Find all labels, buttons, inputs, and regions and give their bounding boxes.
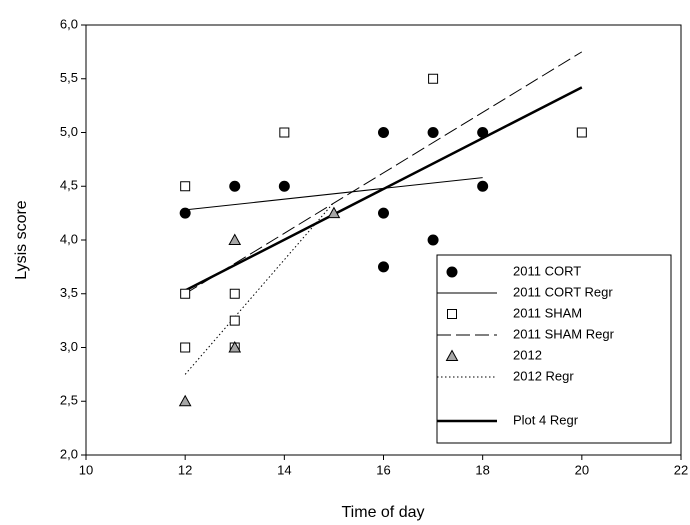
point (427, 127, 439, 138)
point (229, 288, 240, 299)
x-tick-label: 12 (178, 462, 192, 477)
y-axis-title: Lysis score (13, 200, 30, 280)
point (179, 207, 191, 219)
legend-label: 2012 Regr (513, 368, 574, 383)
y-tick-label: 6,0 (60, 16, 78, 31)
regression-line (184, 86, 583, 292)
x-tick-label: 18 (475, 462, 489, 477)
legend-label: 2011 CORT (513, 263, 581, 278)
regression-line (185, 177, 483, 211)
x-tick-label: 20 (575, 462, 589, 477)
point (180, 288, 191, 299)
y-tick-label: 4,5 (60, 178, 78, 193)
point (178, 394, 192, 407)
point (278, 180, 290, 192)
point (378, 127, 389, 138)
legend-symbol (447, 309, 457, 319)
y-tick-label: 3,5 (60, 285, 78, 300)
x-tick-label: 14 (277, 462, 291, 477)
y-tick-label: 4,0 (60, 231, 78, 246)
legend-label: Plot 4 Regr (513, 412, 579, 427)
point (180, 342, 191, 353)
x-tick-label: 16 (376, 462, 390, 477)
x-tick-label: 22 (674, 462, 688, 477)
point (378, 207, 389, 219)
y-tick-label: 5,5 (60, 70, 78, 85)
point (228, 233, 242, 245)
y-tick-label: 5,0 (60, 124, 78, 139)
point (428, 73, 439, 84)
point (378, 261, 389, 273)
legend-symbol (446, 266, 458, 278)
point (327, 206, 341, 219)
legend-symbol (445, 349, 459, 361)
x-tick-label: 10 (79, 462, 93, 477)
y-tick-label: 2,5 (60, 393, 78, 408)
point (576, 127, 587, 138)
legend-label: 2011 SHAM (513, 305, 582, 320)
regression-line (184, 51, 583, 295)
point (477, 180, 489, 192)
legend-label: 2011 SHAM Regr (513, 326, 615, 341)
point (229, 180, 241, 192)
point (427, 234, 439, 246)
legend-label: 2011 CORT Regr (513, 284, 613, 299)
point (279, 127, 290, 138)
legend-label: 2012 (513, 347, 542, 362)
point (180, 181, 191, 192)
point (477, 127, 489, 138)
regression-line (184, 202, 335, 375)
point (229, 315, 240, 326)
point (228, 340, 242, 353)
legend-box (436, 254, 672, 444)
x-axis-title: Time of day (342, 504, 425, 521)
y-tick-label: 3,0 (60, 339, 78, 354)
y-tick-label: 2,0 (60, 446, 78, 461)
